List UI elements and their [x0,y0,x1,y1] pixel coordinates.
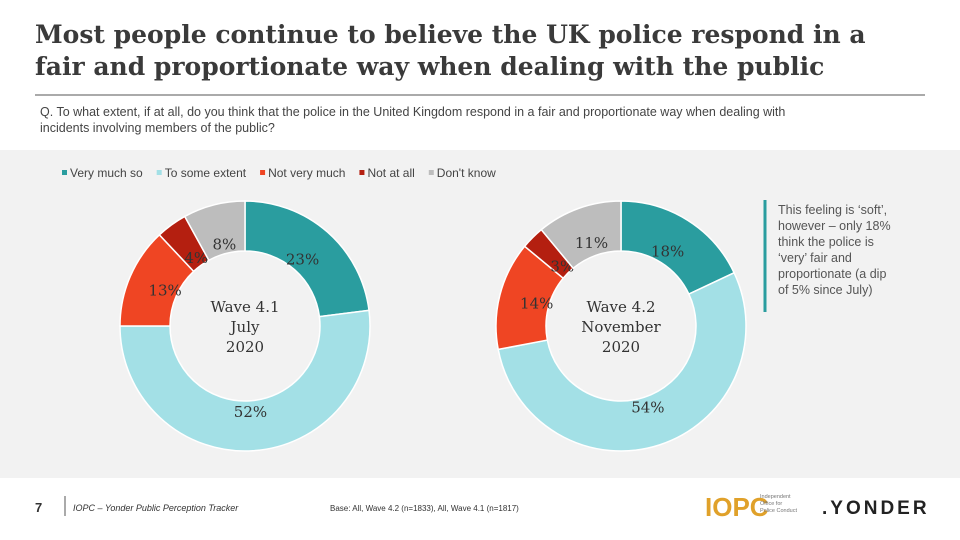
legend-label: Very much so [70,166,143,180]
data-label: 8% [212,236,236,254]
center-label: Wave 4.1 [210,298,279,316]
donut-slice [119,309,371,452]
legend-label: Not at all [367,166,414,180]
data-label: 23% [286,251,319,269]
note-line: This feeling is ‘soft’, [778,203,887,217]
note-line: think the police is [778,235,874,249]
legend-label: Not very much [268,166,345,180]
data-label: 18% [651,243,684,261]
page-number: 7 [35,500,42,515]
data-label: 11% [575,234,608,252]
data-label: 13% [148,281,181,299]
source: IOPC – Yonder Public Perception Tracker [73,503,239,513]
question-line: incidents involving members of the publi… [40,121,275,135]
center-label: 2020 [602,338,640,356]
legend-label: To some extent [165,166,247,180]
note-line: however – only 18% [778,219,891,233]
title-line: fair and proportionate way when dealing … [35,52,824,81]
donut-slice [540,200,622,270]
center-label: 2020 [226,338,264,356]
legend-swatch [62,170,67,175]
data-label: 54% [631,399,664,417]
base-note: Base: All, Wave 4.2 (n=1833), All, Wave … [330,504,519,513]
donut-slice [497,271,747,452]
legend-swatch [260,170,266,175]
note-line: proportionate (a dip [778,267,886,281]
charts: 23%52%13%4%8%Wave 4.1July202018%54%14%3%… [119,200,747,452]
title-line: Most people continue to believe the UK p… [35,20,866,49]
data-label: 14% [520,294,553,312]
logo-sub-line: Police Conduct [760,508,797,514]
center-label: July [229,318,260,336]
legend-swatch [156,170,162,175]
legend: Very much so To some extent Not very much N… [62,166,496,180]
data-label: 52% [234,403,267,421]
logo-sub-line: Office for [760,501,782,507]
center-label: November [581,318,661,336]
question-line: Q. To what extent, if at all, do you thi… [40,105,785,119]
logo-iopc: IOPC [705,492,769,522]
note-line: of 5% since July) [778,283,872,297]
legend-label: Don't know [437,166,496,180]
note: This feeling is ‘soft’, however – only 18… [778,203,891,297]
legend-swatch [428,170,434,175]
note-line: ‘very’ fair and [778,251,852,265]
logo-sub-line: Independent [760,494,791,500]
center-label: Wave 4.2 [586,298,655,316]
logo-yonder: .YONDER [822,498,930,519]
donut-slice [183,200,246,262]
data-label: 4% [184,249,208,267]
legend-swatch [359,170,365,175]
